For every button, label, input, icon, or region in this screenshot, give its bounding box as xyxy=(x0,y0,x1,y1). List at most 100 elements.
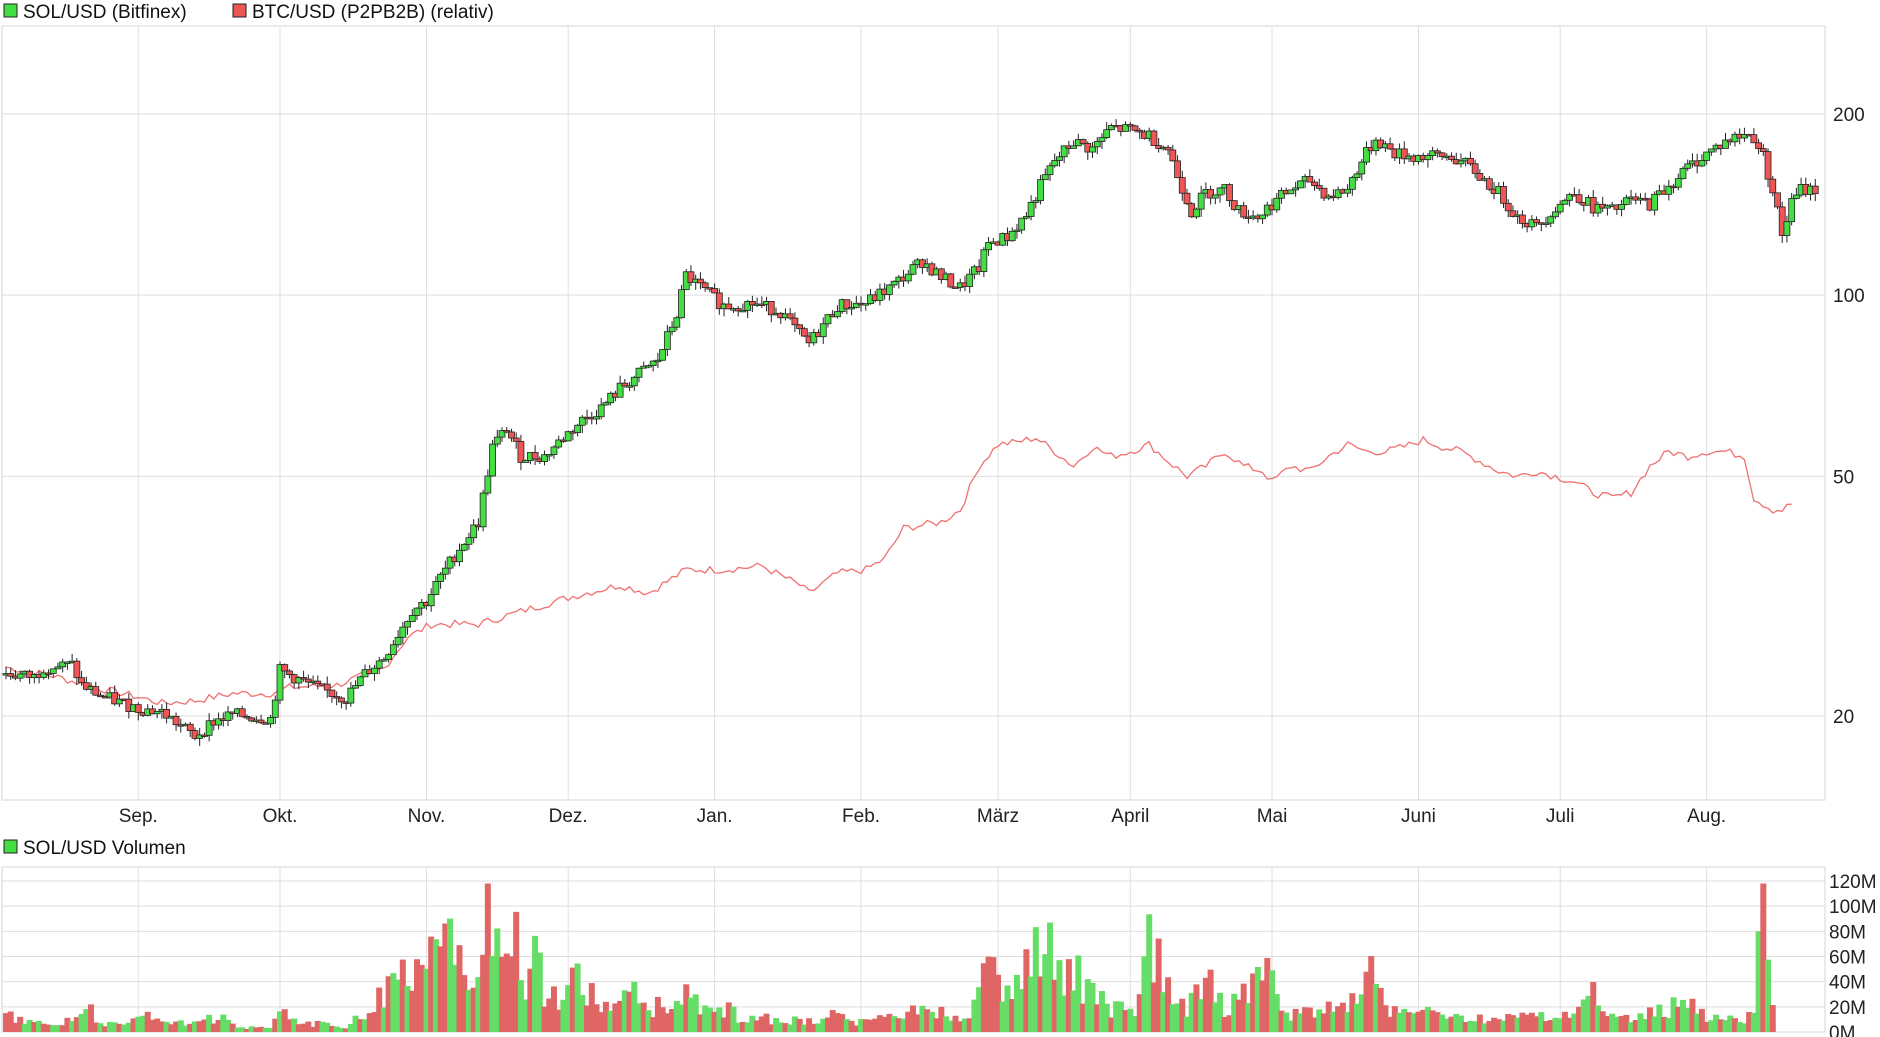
volume-bar xyxy=(1183,1016,1190,1032)
candle xyxy=(82,676,90,691)
volume-bar xyxy=(966,1018,973,1032)
volume-bar xyxy=(385,976,392,1032)
candle-body xyxy=(1476,173,1484,181)
candle xyxy=(593,409,600,425)
candle-body xyxy=(1424,155,1432,161)
candle-body xyxy=(163,708,171,719)
vol-y-tick-label: 60M xyxy=(1829,948,1866,969)
candle xyxy=(1542,216,1550,228)
volume-bar xyxy=(1557,1018,1564,1032)
volume-bar xyxy=(517,980,524,1032)
volume-bar xyxy=(1335,1006,1342,1032)
volume-bar xyxy=(494,928,501,1032)
volume-bar xyxy=(1481,1023,1488,1032)
volume-bar xyxy=(1004,985,1011,1032)
volume-bar xyxy=(687,997,694,1032)
candle xyxy=(1098,133,1106,149)
volume-bar xyxy=(1306,1007,1313,1032)
candle-body xyxy=(1467,157,1474,165)
volume-bar xyxy=(1108,1017,1115,1032)
volume-bar xyxy=(1179,998,1186,1032)
candle xyxy=(1504,199,1512,218)
volume-legend-swatch xyxy=(3,839,18,854)
volume-bar xyxy=(362,1019,369,1032)
volume-bar xyxy=(711,1011,718,1032)
volume-bar xyxy=(1467,1020,1474,1032)
volume-bar xyxy=(522,999,529,1032)
volume-bar xyxy=(1278,1010,1285,1032)
volume-bar xyxy=(815,1023,822,1032)
volume-bar xyxy=(1429,1010,1436,1032)
volume-bar xyxy=(1694,1013,1701,1032)
candle-body xyxy=(286,670,293,675)
volume-bar xyxy=(1571,1013,1578,1032)
candle xyxy=(786,308,794,321)
candle-body xyxy=(1575,194,1583,203)
volume-bar xyxy=(1623,1014,1630,1032)
candle-body xyxy=(663,331,671,350)
candle-body xyxy=(649,360,657,366)
candle-body xyxy=(697,278,704,284)
volume-bar xyxy=(1363,971,1370,1032)
candle xyxy=(725,297,733,310)
volume-bar xyxy=(125,1022,132,1032)
volume-bar xyxy=(1259,980,1266,1032)
candle-body xyxy=(238,708,246,717)
candle-body xyxy=(1230,200,1238,210)
candle xyxy=(1027,195,1035,221)
candle xyxy=(385,653,393,663)
candle-body xyxy=(1240,205,1248,218)
volume-bar xyxy=(163,1021,170,1032)
volume-bar xyxy=(995,974,1002,1032)
candle-body xyxy=(1485,178,1493,190)
volume-bar xyxy=(886,1013,893,1032)
volume-bar xyxy=(1717,1019,1724,1032)
candle-body xyxy=(1622,197,1630,205)
candle xyxy=(748,295,756,313)
candle-body xyxy=(1197,192,1205,210)
volume-bar xyxy=(612,1003,619,1032)
candle xyxy=(522,459,530,463)
candle-body xyxy=(1344,188,1352,194)
candle-body xyxy=(1216,187,1224,196)
volume-bar xyxy=(702,1005,709,1032)
volume-bar xyxy=(900,1018,907,1032)
candle xyxy=(848,301,855,316)
candle xyxy=(985,236,992,256)
candle-body xyxy=(1126,124,1134,127)
candle xyxy=(1622,194,1630,206)
volume-bar xyxy=(532,935,539,1032)
volume-bar xyxy=(905,1011,912,1032)
candle-body xyxy=(1211,194,1219,199)
volume-bar xyxy=(1476,1014,1483,1032)
volume-bar xyxy=(1543,1021,1550,1032)
candle-body xyxy=(1098,137,1106,142)
candle-body xyxy=(300,677,308,680)
volume-bar xyxy=(1576,1006,1583,1032)
candle xyxy=(1037,174,1044,205)
volume-bar xyxy=(272,1018,279,1032)
candle-body xyxy=(843,299,851,310)
candle-body xyxy=(616,382,624,398)
volume-bar xyxy=(1287,1020,1294,1032)
candle xyxy=(300,670,308,682)
candle-body xyxy=(1665,185,1673,195)
candle-body xyxy=(635,367,643,378)
volume-bar xyxy=(1722,1020,1729,1032)
y-tick-label: 200 xyxy=(1833,105,1865,126)
volume-bar xyxy=(1070,990,1077,1032)
volume-bar xyxy=(1410,1013,1417,1032)
volume-bar xyxy=(1250,973,1257,1032)
volume-bar xyxy=(1344,1012,1351,1032)
volume-bar xyxy=(1150,982,1157,1032)
candle-body xyxy=(1556,203,1564,213)
candle-body xyxy=(1108,125,1115,131)
volume-bar xyxy=(1675,1006,1682,1032)
candle xyxy=(862,303,870,311)
volume-bar xyxy=(664,1013,671,1032)
candle-body xyxy=(97,694,104,698)
candle xyxy=(1216,187,1224,203)
volume-bar xyxy=(1217,992,1224,1032)
candle-body xyxy=(338,697,345,703)
volume-bar xyxy=(801,1024,808,1032)
